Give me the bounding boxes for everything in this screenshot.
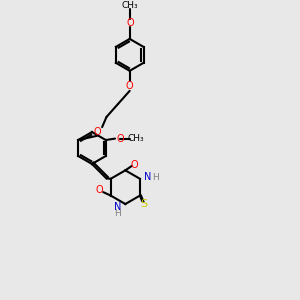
Text: H: H bbox=[152, 173, 159, 182]
Text: O: O bbox=[125, 81, 133, 91]
Text: N: N bbox=[144, 172, 152, 182]
Text: O: O bbox=[116, 134, 124, 144]
Text: O: O bbox=[127, 18, 134, 28]
Text: N: N bbox=[113, 202, 121, 212]
Text: CH₃: CH₃ bbox=[128, 134, 145, 143]
Text: O: O bbox=[131, 160, 138, 170]
Text: CH₃: CH₃ bbox=[122, 1, 138, 10]
Text: S: S bbox=[141, 199, 148, 209]
Text: H: H bbox=[114, 209, 121, 218]
Text: O: O bbox=[93, 127, 101, 137]
Text: O: O bbox=[96, 185, 103, 195]
